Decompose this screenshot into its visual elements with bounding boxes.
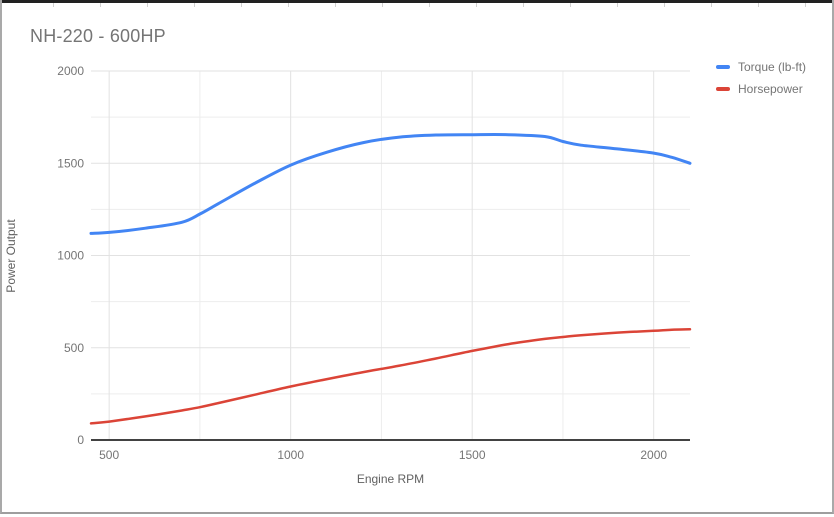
x-tick-label: 2000 <box>640 448 667 462</box>
legend-item-horsepower: Horsepower <box>716 78 806 100</box>
torque-series-swatch-icon <box>716 65 730 69</box>
chart-title: NH-220 - 600HP <box>30 26 166 46</box>
series-line-horsepower[interactable] <box>89 328 692 425</box>
spreadsheet-top-edge <box>0 0 834 3</box>
spreadsheet-column-ticks <box>0 3 834 7</box>
legend: Torque (lb-ft) Horsepower <box>716 56 806 100</box>
legend-label-torque: Torque (lb-ft) <box>738 60 807 74</box>
y-axis-title: Power Output <box>4 219 18 293</box>
y-tick-label: 2000 <box>57 64 84 78</box>
x-tick-label: 1500 <box>459 448 486 462</box>
y-tick-label: 0 <box>77 433 84 447</box>
y-tick-label: 1500 <box>57 156 84 170</box>
x-tick-label: 500 <box>99 448 119 462</box>
x-tick-label: 1000 <box>277 448 304 462</box>
horsepower-series-swatch-icon <box>716 87 730 91</box>
legend-item-torque: Torque (lb-ft) <box>716 56 806 78</box>
legend-label-horsepower: Horsepower <box>738 82 803 96</box>
y-tick-label: 1000 <box>57 249 84 263</box>
x-axis-title: Engine RPM <box>356 472 425 486</box>
series-line-torque[interactable] <box>89 132 692 235</box>
y-tick-label: 500 <box>64 341 84 355</box>
